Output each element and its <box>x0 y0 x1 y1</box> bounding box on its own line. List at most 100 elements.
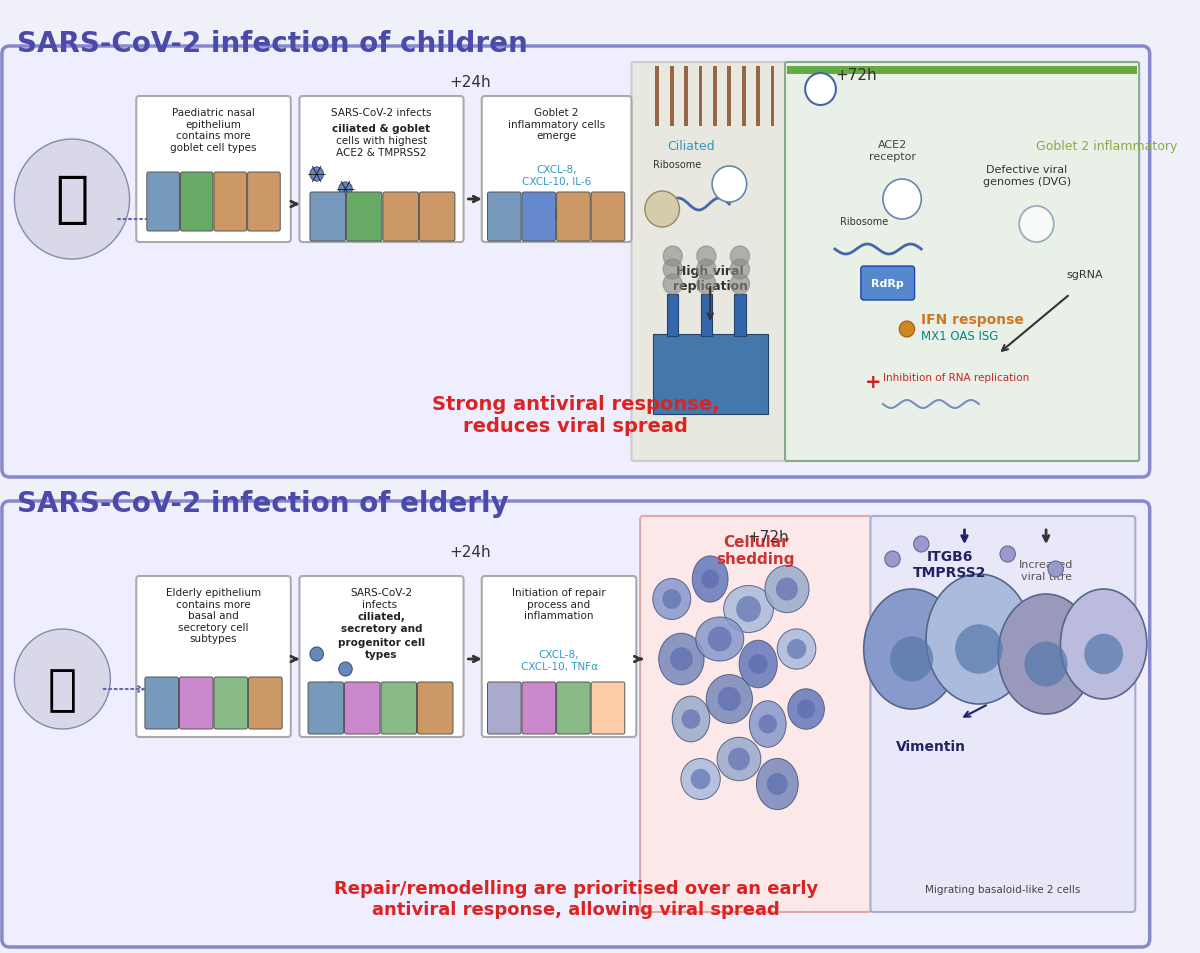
FancyBboxPatch shape <box>300 577 463 738</box>
FancyBboxPatch shape <box>557 682 590 734</box>
Ellipse shape <box>672 697 710 742</box>
Text: Ribosome: Ribosome <box>840 216 888 227</box>
Circle shape <box>662 590 680 609</box>
Text: progenitor cell
types: progenitor cell types <box>338 638 425 659</box>
Circle shape <box>664 274 683 294</box>
Circle shape <box>644 192 679 228</box>
Text: Strong antiviral response,
reduces viral spread: Strong antiviral response, reduces viral… <box>432 395 720 436</box>
Text: Migrating basaloid-like 2 cells: Migrating basaloid-like 2 cells <box>925 884 1080 894</box>
FancyBboxPatch shape <box>870 517 1135 912</box>
Circle shape <box>664 247 683 267</box>
Text: RdRp: RdRp <box>871 278 904 289</box>
Ellipse shape <box>697 613 743 666</box>
Circle shape <box>701 570 720 589</box>
Text: 👶: 👶 <box>55 172 89 227</box>
Bar <box>787 67 1138 75</box>
Text: Cellular
shedding: Cellular shedding <box>716 535 796 567</box>
Ellipse shape <box>749 701 787 746</box>
Bar <box>670 67 673 127</box>
Text: ciliated & goblet: ciliated & goblet <box>332 124 431 133</box>
Circle shape <box>776 578 798 600</box>
Ellipse shape <box>727 582 769 637</box>
FancyBboxPatch shape <box>860 267 914 301</box>
Circle shape <box>682 709 701 729</box>
Text: Goblet 2
inflammatory cells
emerge: Goblet 2 inflammatory cells emerge <box>508 108 605 141</box>
Circle shape <box>14 629 110 729</box>
FancyBboxPatch shape <box>137 97 290 243</box>
Bar <box>727 67 731 127</box>
Bar <box>698 67 702 127</box>
Circle shape <box>664 260 683 280</box>
FancyBboxPatch shape <box>487 193 521 242</box>
Circle shape <box>738 598 758 620</box>
Text: MX1 OAS ISG: MX1 OAS ISG <box>922 330 998 343</box>
Bar <box>713 67 716 127</box>
Ellipse shape <box>778 625 816 673</box>
Ellipse shape <box>740 637 776 692</box>
FancyBboxPatch shape <box>247 172 281 232</box>
Text: SARS-CoV-2 infection of elderly: SARS-CoV-2 infection of elderly <box>17 490 509 517</box>
Circle shape <box>1019 207 1054 243</box>
Bar <box>667 294 678 336</box>
FancyBboxPatch shape <box>180 172 214 232</box>
Ellipse shape <box>677 759 725 800</box>
FancyBboxPatch shape <box>137 577 290 738</box>
Circle shape <box>670 647 694 672</box>
Circle shape <box>955 624 1003 674</box>
Bar <box>770 67 774 127</box>
FancyBboxPatch shape <box>522 682 556 734</box>
FancyBboxPatch shape <box>557 193 590 242</box>
Ellipse shape <box>755 759 800 810</box>
Bar <box>653 335 768 415</box>
Bar <box>655 67 659 127</box>
Ellipse shape <box>709 677 749 722</box>
Circle shape <box>883 180 922 220</box>
Text: IFN response: IFN response <box>922 313 1024 327</box>
FancyBboxPatch shape <box>785 63 1139 461</box>
FancyBboxPatch shape <box>2 47 1150 477</box>
Circle shape <box>899 322 914 337</box>
Text: Goblet 2 inflammatory: Goblet 2 inflammatory <box>1037 140 1178 152</box>
Bar <box>701 294 712 336</box>
Text: ACE2
receptor: ACE2 receptor <box>869 140 916 161</box>
Circle shape <box>708 627 731 651</box>
Text: Repair/remodelling are prioritised over an early
antiviral response, allowing vi: Repair/remodelling are prioritised over … <box>334 879 818 918</box>
Text: High viral
replication: High viral replication <box>673 265 748 293</box>
Circle shape <box>766 772 788 796</box>
Ellipse shape <box>654 579 690 619</box>
Ellipse shape <box>787 684 824 735</box>
Text: 🧓: 🧓 <box>48 665 77 713</box>
Circle shape <box>1025 641 1068 687</box>
FancyBboxPatch shape <box>481 97 631 243</box>
Text: Increased
viral titre: Increased viral titre <box>1019 559 1073 581</box>
Text: +24h: +24h <box>450 75 491 90</box>
FancyBboxPatch shape <box>487 682 521 734</box>
Circle shape <box>890 637 934 681</box>
FancyBboxPatch shape <box>481 577 636 738</box>
Circle shape <box>697 247 716 267</box>
Circle shape <box>913 537 929 553</box>
Ellipse shape <box>716 738 762 781</box>
Text: Paediatric nasal
epithelium
contains more
goblet cell types: Paediatric nasal epithelium contains mor… <box>170 108 257 152</box>
Text: SARS-CoV-2 infects: SARS-CoV-2 infects <box>331 108 432 130</box>
Circle shape <box>758 714 778 735</box>
Circle shape <box>731 274 750 294</box>
Ellipse shape <box>1061 589 1147 700</box>
FancyBboxPatch shape <box>180 678 214 729</box>
Circle shape <box>1000 546 1015 562</box>
Text: sgRNA: sgRNA <box>1066 270 1103 280</box>
Circle shape <box>805 74 836 106</box>
FancyBboxPatch shape <box>146 172 180 232</box>
Text: +24h: +24h <box>450 544 491 559</box>
Circle shape <box>720 689 739 709</box>
FancyBboxPatch shape <box>592 682 625 734</box>
Ellipse shape <box>864 589 960 709</box>
Circle shape <box>712 167 746 203</box>
Circle shape <box>727 747 750 771</box>
Circle shape <box>554 203 577 227</box>
Circle shape <box>338 183 353 196</box>
Text: +72h: +72h <box>835 68 876 83</box>
Text: Ribosome: Ribosome <box>653 160 701 170</box>
Text: Ciliated: Ciliated <box>667 140 715 152</box>
Ellipse shape <box>998 595 1094 714</box>
